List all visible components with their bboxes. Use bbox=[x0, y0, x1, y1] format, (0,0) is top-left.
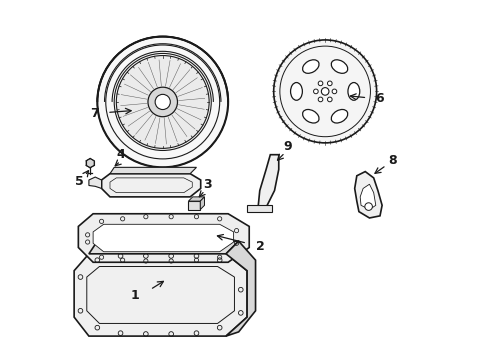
Circle shape bbox=[155, 94, 171, 109]
Circle shape bbox=[327, 81, 332, 86]
Polygon shape bbox=[89, 177, 101, 188]
Polygon shape bbox=[74, 254, 247, 336]
Ellipse shape bbox=[303, 60, 319, 73]
Circle shape bbox=[98, 37, 228, 167]
Ellipse shape bbox=[303, 109, 319, 123]
Text: 6: 6 bbox=[376, 92, 384, 105]
Text: 5: 5 bbox=[75, 175, 84, 188]
Text: 4: 4 bbox=[116, 148, 125, 161]
Polygon shape bbox=[355, 172, 382, 218]
Circle shape bbox=[327, 97, 332, 102]
FancyBboxPatch shape bbox=[189, 201, 200, 210]
Circle shape bbox=[318, 81, 323, 86]
Polygon shape bbox=[89, 241, 239, 254]
Circle shape bbox=[148, 87, 177, 117]
Circle shape bbox=[274, 40, 377, 143]
Polygon shape bbox=[110, 167, 196, 174]
Text: 2: 2 bbox=[256, 240, 265, 253]
Polygon shape bbox=[93, 224, 234, 252]
Ellipse shape bbox=[291, 82, 302, 100]
Text: 8: 8 bbox=[389, 154, 397, 167]
Circle shape bbox=[116, 55, 209, 148]
Text: 1: 1 bbox=[131, 289, 140, 302]
Circle shape bbox=[321, 87, 329, 95]
Polygon shape bbox=[226, 241, 256, 336]
Polygon shape bbox=[78, 214, 249, 262]
Ellipse shape bbox=[331, 60, 348, 73]
Polygon shape bbox=[258, 155, 279, 212]
Polygon shape bbox=[101, 174, 201, 197]
Polygon shape bbox=[360, 184, 376, 210]
Text: 7: 7 bbox=[90, 107, 99, 120]
Circle shape bbox=[318, 97, 323, 102]
Polygon shape bbox=[86, 158, 94, 168]
Circle shape bbox=[365, 203, 372, 210]
Circle shape bbox=[332, 89, 337, 94]
Polygon shape bbox=[200, 197, 204, 210]
Text: 3: 3 bbox=[203, 178, 211, 191]
Circle shape bbox=[314, 89, 318, 94]
Ellipse shape bbox=[348, 82, 360, 100]
Polygon shape bbox=[247, 205, 272, 212]
Polygon shape bbox=[189, 197, 204, 201]
Text: 9: 9 bbox=[283, 140, 292, 153]
Ellipse shape bbox=[331, 109, 348, 123]
